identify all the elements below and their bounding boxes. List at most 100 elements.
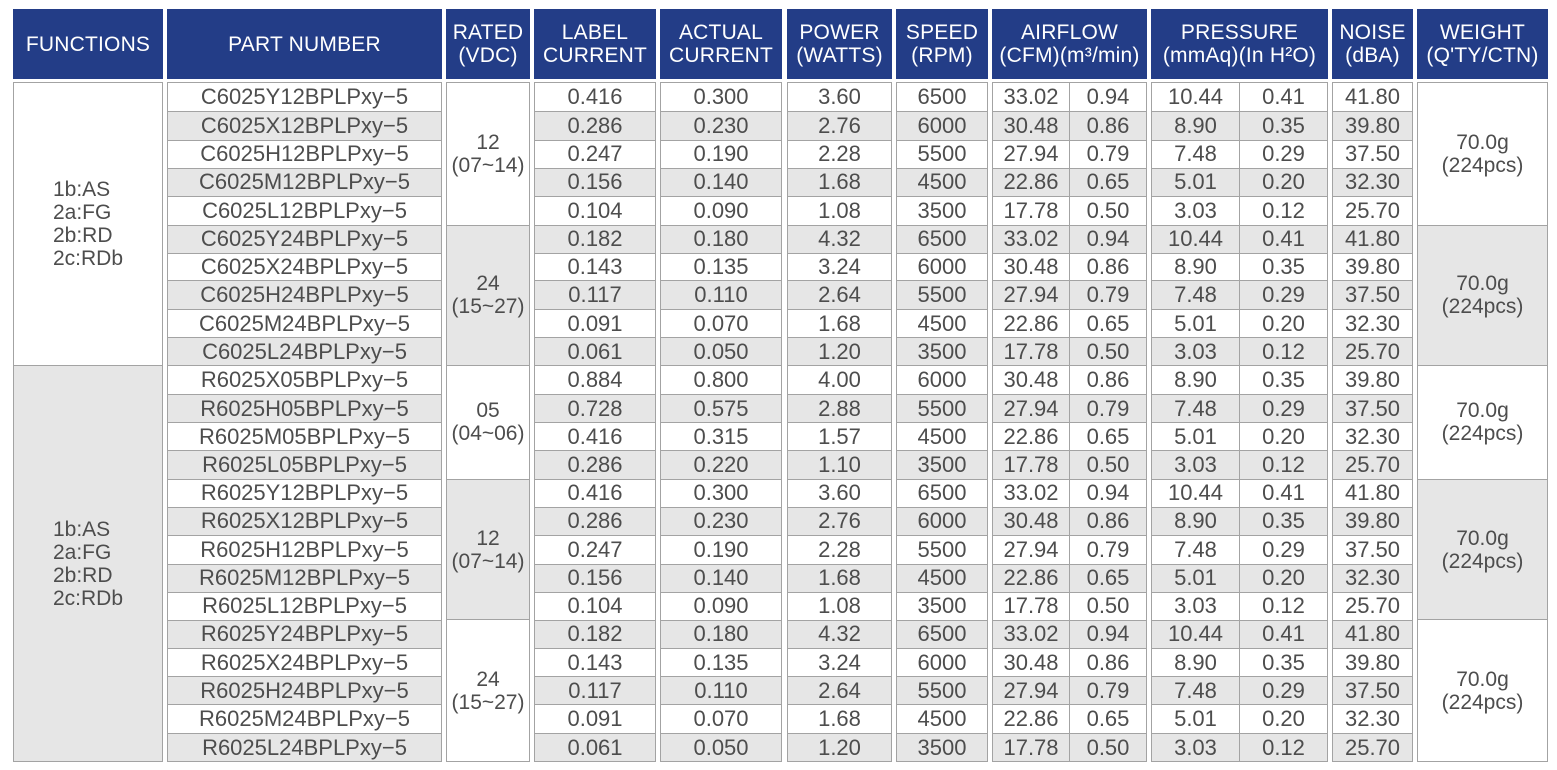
pressure-mmaq-cell: 5.01 [1152, 167, 1239, 196]
actual-current-cell: 0.090 [661, 195, 781, 225]
airflow-m3min-cell: 0.50 [1070, 591, 1146, 620]
noise-cell: 37.50 [1333, 676, 1412, 705]
airflow-cfm-cell: 30.48 [993, 110, 1069, 140]
pressure-mmaq-cell: 8.90 [1152, 365, 1239, 394]
pressure-inh2o-cell: 0.41 [1240, 224, 1327, 253]
actual-current-cell: 0.300 [693, 83, 749, 109]
actual-current-cell: 0.180 [661, 224, 781, 253]
part-number-cell: R6025H24BPLPxy−5 [168, 676, 441, 705]
part-number-cell: C6025M24BPLPxy−5 [168, 309, 441, 337]
part-number-cell: R6025M12BPLPxy−5 [168, 563, 441, 592]
pressure-inh2o-cell: 0.20 [1240, 167, 1327, 196]
pressure-mmaq-cell: 10.44 [1152, 478, 1239, 507]
power-cell: 4.32 [788, 619, 891, 649]
part-number-cell: C6025X12BPLPxy−5 [168, 110, 441, 140]
power-cell: 1.20 [788, 733, 891, 762]
noise-cell: 39.80 [1333, 506, 1412, 535]
pressure-mmaq-cell: 8.90 [1152, 648, 1239, 676]
pressure-inh2o-cell: 0.35 [1240, 252, 1327, 281]
part-number-cell: R6025H05BPLPxy−5 [168, 394, 441, 423]
noise-cell: 32.30 [1333, 309, 1412, 337]
header-label-line: CURRENT [668, 44, 774, 67]
header-cell-actual-current: ACTUAL CURRENT [660, 9, 782, 79]
actual-current-cell: 0.090 [661, 591, 781, 620]
actual-current-cell: 0.135 [661, 648, 781, 676]
airflow-cfm-cell: 22.86 [993, 167, 1069, 196]
pressure-mmaq-cell: 8.90 [1152, 252, 1239, 281]
airflow-m3min-cell: 0.79 [1070, 676, 1146, 705]
weight-line: (224pcs) [1441, 690, 1524, 714]
airflow-cfm-cell: 17.78 [993, 733, 1069, 762]
actual-current-cell: 0.140 [661, 563, 781, 592]
label-current-cell: 0.156 [535, 563, 655, 592]
airflow-cfm-cell: 33.02 [993, 478, 1069, 507]
pressure-mmaq-cell: 8.90 [1152, 506, 1239, 535]
functions-cell: 1b:AS 2a:FG 2b:RD 2c:RDb [14, 365, 162, 761]
part-number-cell: C6025H12BPLPxy−5 [168, 139, 441, 168]
noise-cell: 37.50 [1333, 280, 1412, 310]
pressure-inh2o-cell: 0.12 [1240, 733, 1327, 762]
airflow-cfm-cell: 27.94 [993, 139, 1069, 168]
weight-line: 70.0g [1456, 526, 1509, 550]
pressure-inh2o-cell: 0.41 [1262, 83, 1305, 109]
weight-lines: 70.0g (224pcs) [1442, 527, 1524, 573]
rated-voltage-line: 12 [476, 130, 500, 154]
header-label-line: LABEL [561, 21, 629, 44]
actual-current-cell: 0.180 [661, 619, 781, 649]
label-current-cell: 0.286 [535, 449, 655, 479]
rated-voltage-line: (04~06) [451, 422, 525, 446]
part-number-cell: C6025L12BPLPxy−5 [168, 195, 441, 225]
subcolumn-pressure-mmaq: 10.44 8.90 7.48 5.01 3.03 10.44 8.90 7.48 5.01 3.… [1152, 83, 1239, 762]
actual-current-cell: 0.070 [661, 309, 781, 337]
speed-cell: 5500 [897, 139, 987, 168]
label-current-cell: 0.061 [535, 733, 655, 762]
pressure-inh2o-cell: 0.35 [1240, 110, 1327, 140]
header-cell-airflow: AIRFLOW (CFM)(m³/min) [992, 9, 1147, 79]
power-cell: 2.76 [788, 110, 891, 140]
column-part-number: C6025Y12BPLPxy−5 C6025X12BPLPxy−5 C6025H12… [167, 82, 442, 762]
airflow-m3min-cell: 0.94 [1070, 478, 1146, 507]
pressure-mmaq-cell: 8.90 [1152, 110, 1239, 140]
label-current-cell: 0.091 [535, 704, 655, 733]
speed-cell: 4500 [897, 309, 987, 337]
pressure-inh2o-cell: 0.20 [1240, 563, 1327, 592]
speed-cell: 4500 [897, 167, 987, 196]
weight-line: (224pcs) [1441, 422, 1524, 446]
speed-cell: 5500 [897, 394, 987, 423]
functions-lines: 1b:AS 2a:FG 2b:RD 2c:RDb [53, 518, 123, 610]
speed-cell: 6000 [897, 252, 987, 281]
actual-current-cell: 0.300 [661, 478, 781, 507]
noise-cell: 25.70 [1333, 337, 1412, 366]
functions-line: 1b:AS [52, 178, 111, 202]
subcolumn-airflow-cfm: 33.02 30.48 27.94 22.86 17.78 33.02 30.48 27.94… [993, 83, 1069, 762]
pressure-mmaq-cell: 3.03 [1152, 733, 1239, 762]
header-label-line: ACTUAL [678, 21, 764, 44]
actual-current-cell: 0.110 [661, 676, 781, 705]
header-label-line: (VDC) [458, 44, 518, 67]
airflow-cfm-cell: 22.86 [993, 704, 1069, 733]
power-cell: 1.20 [788, 337, 891, 366]
weight-cell: 70.0g (224pcs) [1418, 365, 1547, 479]
label-current-cell: 0.416 [535, 422, 655, 450]
pressure-inh2o-cell: 0.41 [1240, 619, 1327, 649]
header-cell-speed: SPEED (RPM) [896, 9, 988, 79]
pressure-mmaq-cell: 7.48 [1152, 676, 1239, 705]
label-current-cell: 0.117 [535, 676, 655, 705]
label-current-cell: 0.061 [535, 337, 655, 366]
header-label-line: (dBA) [1345, 44, 1400, 67]
header-cell-rated: RATED (VDC) [446, 9, 530, 79]
noise-cell: 39.80 [1333, 648, 1412, 676]
rated-voltage-line: (07~14) [451, 549, 525, 573]
airflow-cfm-cell: 33.02 [993, 619, 1069, 649]
weight-line: (224pcs) [1441, 549, 1524, 573]
part-number-cell: R6025M05BPLPxy−5 [168, 422, 441, 450]
airflow-m3min-cell: 0.79 [1070, 394, 1146, 423]
part-number-cell: C6025Y12BPLPxy−5 [200, 83, 409, 109]
weight-cell: 70.0g (224pcs) [1418, 224, 1547, 366]
noise-cell: 37.50 [1333, 534, 1412, 564]
speed-cell: 5500 [897, 280, 987, 310]
pressure-inh2o-cell: 0.20 [1240, 422, 1327, 450]
pressure-inh2o-cell: 0.20 [1240, 704, 1327, 733]
part-number-cell: R6025X05BPLPxy−5 [168, 365, 441, 394]
header-label-line: PRESSURE [1180, 21, 1299, 44]
